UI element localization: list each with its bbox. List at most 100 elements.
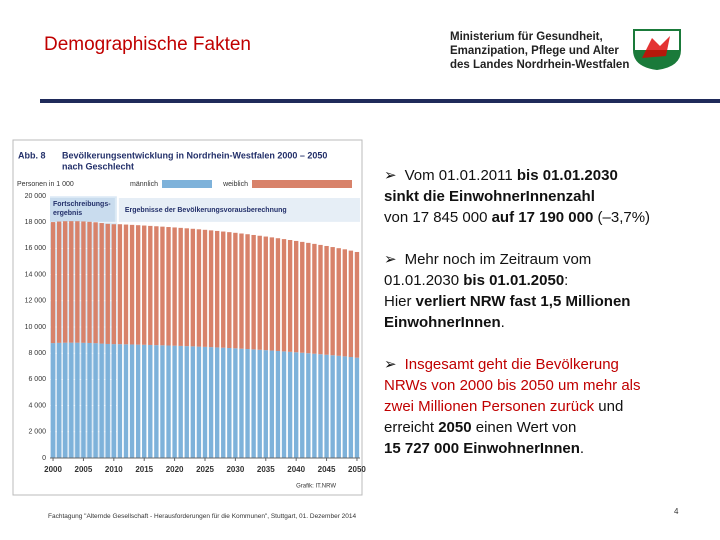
chart-title: Bevölkerungsentwicklung in Nordrhein-Wes… <box>62 150 327 160</box>
bar-segment <box>269 237 275 351</box>
bar-segment <box>50 343 56 458</box>
logo-text: Ministerium für Gesundheit, Emanzipation… <box>450 30 629 72</box>
chart-source: Grafik: IT.NRW <box>296 484 336 490</box>
bar-segment <box>348 250 354 358</box>
bar-segment <box>263 236 268 351</box>
bar-segment <box>227 348 232 458</box>
bar-segment <box>336 248 341 356</box>
bar-segment <box>93 222 98 344</box>
y-tick-label: 20 000 <box>25 193 47 200</box>
bar-segment <box>342 356 347 458</box>
bar-segment <box>239 348 244 458</box>
bar-segment <box>117 344 123 458</box>
bar-segment <box>154 345 159 458</box>
annotation: ergebnis <box>53 210 82 217</box>
bar-segment <box>166 345 171 458</box>
bar-segment <box>281 351 287 458</box>
chart: Abb. 8 Bevölkerungsentwicklung in Nordrh… <box>12 139 366 496</box>
bar-segment <box>135 225 141 345</box>
bar-segment <box>160 345 165 458</box>
bar-segment <box>196 346 202 458</box>
bar-segment <box>178 345 183 458</box>
bar-segment <box>63 342 68 458</box>
x-tick-label: 2050 <box>348 465 366 474</box>
bar-segment <box>75 342 80 458</box>
bar-segment <box>239 233 244 349</box>
bar-segment <box>129 344 135 458</box>
projection-header <box>118 198 360 222</box>
x-tick-label: 2005 <box>75 465 93 474</box>
bar-segment <box>300 241 305 353</box>
bar-segment <box>354 357 360 458</box>
history-header <box>50 198 115 222</box>
text-run: NRWs von 2000 bis 2050 um mehr als <box>384 377 641 394</box>
bar-segment <box>318 244 323 355</box>
logo-line: des Landes Nordrhein-Westfalen <box>450 59 630 71</box>
bar-segment <box>69 342 74 458</box>
bar-segment <box>251 349 256 458</box>
bullet-line: Hier verliert NRW fast 1,5 Millionen <box>384 291 714 312</box>
legend-label: männlich <box>130 181 158 188</box>
logo-line: Emanzipation, Pflege und Alter <box>450 45 619 57</box>
bar-segment <box>99 223 104 344</box>
bullet-marker: ➢ <box>384 251 397 268</box>
bar-segment <box>154 226 159 346</box>
x-tick-label: 2025 <box>196 465 214 474</box>
figure-label: Abb. 8 <box>18 150 46 160</box>
bar-segment <box>50 222 56 344</box>
bar-segment <box>81 342 86 458</box>
x-tick-label: 2035 <box>257 465 275 474</box>
bar-segment <box>233 348 238 458</box>
y-tick-label: 18 000 <box>25 219 47 226</box>
bar-segment <box>178 227 183 346</box>
bar-segment <box>196 229 202 347</box>
bar-segment <box>142 344 147 458</box>
bar-segment <box>257 349 262 458</box>
bar-segment <box>123 344 129 458</box>
bar-segment <box>275 238 281 351</box>
text-run: Vom 01.01.2011 <box>404 167 517 184</box>
bar-segment <box>324 354 329 458</box>
y-axis-label: Personen in 1 000 <box>17 181 74 188</box>
bar-segment <box>172 345 177 458</box>
chart-subtitle: nach Geschlecht <box>62 161 134 171</box>
text-run: bis 01.01.2050 <box>463 272 565 289</box>
bar-segment <box>312 353 317 458</box>
y-tick-label: 16 000 <box>25 245 47 252</box>
bullet-line: NRWs von 2000 bis 2050 um mehr als <box>384 375 714 396</box>
bar-segment <box>293 352 299 458</box>
bar-segment <box>166 227 171 346</box>
x-tick-label: 2000 <box>44 465 62 474</box>
bar-segment <box>87 221 92 343</box>
y-tick-label: 8 000 <box>28 350 46 357</box>
bar-segment <box>275 350 281 458</box>
footer-text: Fachtagung "Alternde Gesellschaft - Hera… <box>48 513 357 520</box>
bullet-line: 15 727 000 EinwohnerInnen. <box>384 438 714 459</box>
bar-segment <box>354 251 360 358</box>
bar-segment <box>111 344 117 458</box>
text-run: zwei Millionen Personen zurück <box>384 398 595 415</box>
bar-segment <box>336 355 341 458</box>
x-tick-label: 2045 <box>318 465 336 474</box>
bullet-item: ➢ Vom 01.01.2011 bis 01.01.2030 sinkt die … <box>384 165 714 228</box>
bar-segment <box>135 344 141 458</box>
bar-segment <box>148 225 153 345</box>
text-run: : <box>564 272 569 289</box>
text-run: . <box>579 440 585 457</box>
bar-segment <box>202 229 208 347</box>
bar-segment <box>318 354 323 458</box>
text-run: von 17 845 000 <box>384 209 492 226</box>
bar-segment <box>214 347 220 458</box>
slide-title: Demographische Fakten <box>44 34 251 55</box>
bar-segment <box>208 347 214 458</box>
text-run: EinwohnerInnen <box>384 314 501 331</box>
bullet-item: ➢ Mehr noch im Zeitraum vom 01.01.2030 bis… <box>384 249 714 333</box>
text-run: auf 17 190 000 <box>491 209 594 226</box>
bar-segment <box>221 231 226 348</box>
annotation: Ergebnisse der Bevölkerungsvorausberechn… <box>125 207 287 214</box>
bar-segment <box>160 226 165 346</box>
bar-segment <box>245 349 250 458</box>
y-tick-label: 6 000 <box>28 376 46 383</box>
bar-segment <box>287 351 293 458</box>
bullet-line: von 17 845 000 auf 17 190 000 (–3,7%) <box>384 207 714 228</box>
